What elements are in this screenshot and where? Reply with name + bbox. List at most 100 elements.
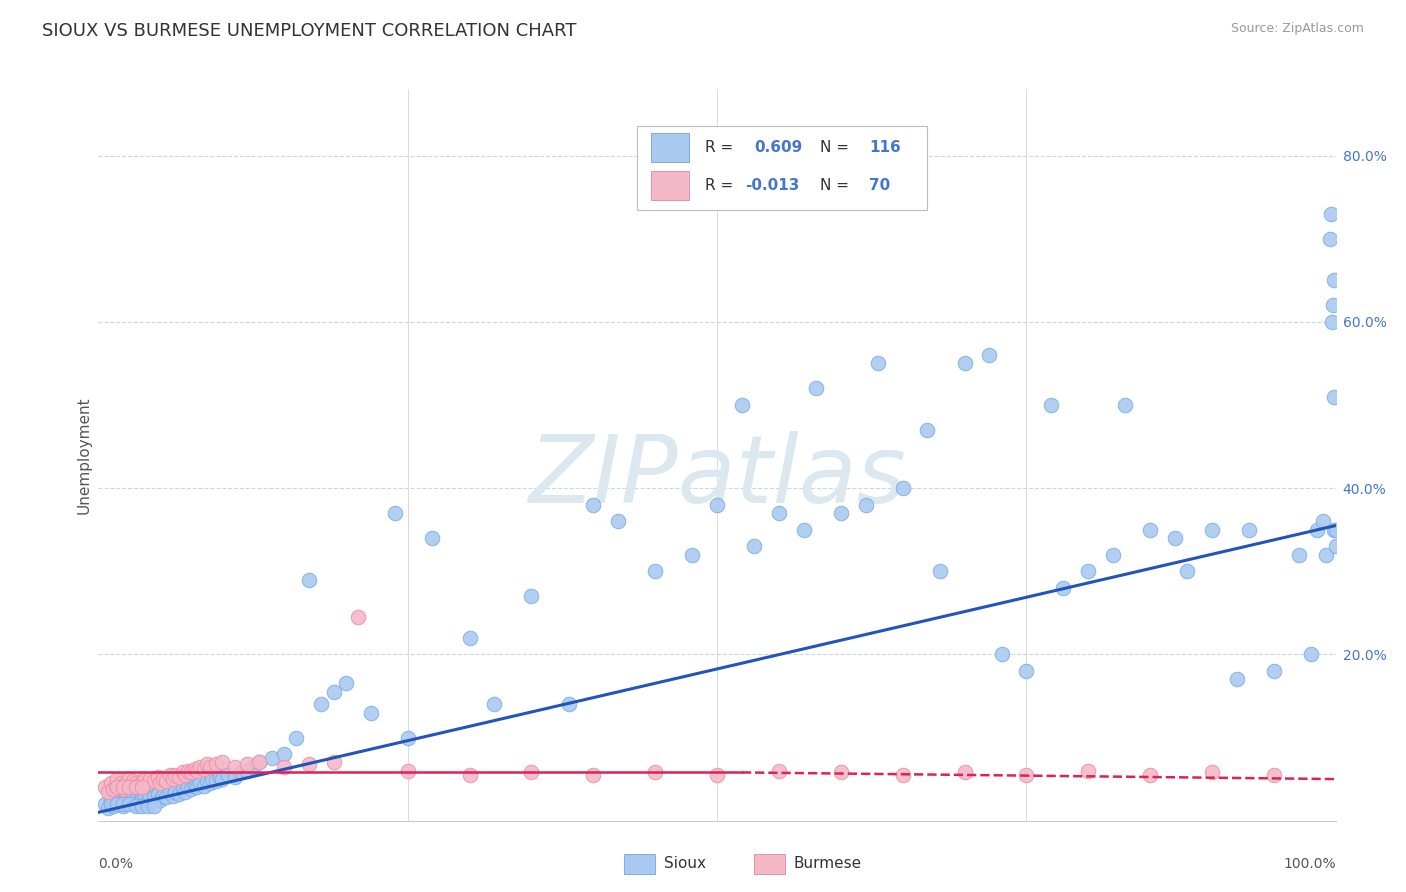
Text: 0.609: 0.609 <box>754 140 803 155</box>
Point <box>118 796 141 810</box>
Point <box>855 498 877 512</box>
Bar <box>651 133 689 162</box>
Point <box>917 423 939 437</box>
Point <box>384 506 406 520</box>
Point <box>224 759 246 773</box>
Point <box>793 523 815 537</box>
Point <box>1319 232 1341 246</box>
Point <box>186 780 208 795</box>
Point <box>804 381 827 395</box>
Point <box>131 793 153 807</box>
Point <box>247 756 270 770</box>
Point <box>198 759 221 773</box>
Point <box>118 772 141 786</box>
Point <box>139 789 162 803</box>
Point <box>165 768 187 782</box>
Point <box>273 747 295 761</box>
Point <box>768 506 790 520</box>
Text: Burmese: Burmese <box>794 856 862 871</box>
Point <box>146 787 169 801</box>
Point <box>110 776 132 790</box>
Point <box>928 564 950 578</box>
Point <box>273 759 295 773</box>
Point <box>1322 298 1344 312</box>
Point <box>136 793 159 807</box>
Point <box>1320 315 1343 329</box>
Point <box>1114 398 1136 412</box>
Text: 116: 116 <box>869 140 901 155</box>
Point <box>122 773 145 788</box>
Point <box>1323 273 1346 287</box>
Point <box>180 782 202 797</box>
Bar <box>624 854 655 874</box>
Point <box>105 797 128 811</box>
Point <box>557 698 579 712</box>
Bar <box>651 171 689 201</box>
Point <box>118 789 141 803</box>
Point <box>1077 764 1099 778</box>
Point <box>607 515 630 529</box>
Point <box>768 764 790 778</box>
Point <box>127 796 149 810</box>
Point <box>205 773 228 788</box>
Text: 70: 70 <box>869 178 890 194</box>
Point <box>1175 564 1198 578</box>
Point <box>152 789 174 803</box>
Point <box>309 698 332 712</box>
Point <box>224 771 246 785</box>
Point <box>93 797 115 811</box>
Point <box>953 356 976 370</box>
Y-axis label: Unemployment: Unemployment <box>76 396 91 514</box>
Point <box>582 498 605 512</box>
Text: 100.0%: 100.0% <box>1284 857 1336 871</box>
Point <box>172 782 194 797</box>
Point <box>458 768 481 782</box>
Point <box>159 768 181 782</box>
Point <box>891 768 914 782</box>
Point <box>118 797 141 811</box>
Point <box>830 506 852 520</box>
Point <box>104 779 127 793</box>
Point <box>1263 768 1285 782</box>
Point <box>236 757 259 772</box>
Point <box>108 797 131 811</box>
Point <box>335 676 357 690</box>
Point <box>131 780 153 795</box>
Point <box>149 776 172 790</box>
Point <box>136 798 159 813</box>
Text: 0.0%: 0.0% <box>98 857 134 871</box>
Point <box>131 776 153 790</box>
Point <box>152 772 174 786</box>
Point <box>93 780 115 795</box>
Point <box>193 762 215 776</box>
Point <box>134 772 156 786</box>
Point <box>112 796 135 810</box>
Point <box>1319 207 1341 221</box>
Point <box>100 793 122 807</box>
Point <box>162 772 184 786</box>
Point <box>167 771 190 785</box>
Point <box>347 610 370 624</box>
Point <box>1201 765 1223 780</box>
Point <box>1226 673 1249 687</box>
Point <box>644 564 666 578</box>
Point <box>830 765 852 780</box>
Text: -0.013: -0.013 <box>745 178 800 194</box>
Point <box>176 780 198 795</box>
Point <box>124 780 146 795</box>
Point <box>114 793 136 807</box>
Point <box>100 776 122 790</box>
Point <box>1288 548 1310 562</box>
Point <box>1324 523 1347 537</box>
Point <box>1139 523 1161 537</box>
Point <box>520 589 543 603</box>
Point <box>979 348 1001 362</box>
Point <box>105 789 128 803</box>
Point <box>162 789 184 803</box>
Text: SIOUX VS BURMESE UNEMPLOYMENT CORRELATION CHART: SIOUX VS BURMESE UNEMPLOYMENT CORRELATIO… <box>42 22 576 40</box>
Point <box>1040 398 1063 412</box>
Point <box>122 790 145 805</box>
Point <box>97 784 120 798</box>
Point <box>1015 768 1038 782</box>
Point <box>396 731 419 745</box>
